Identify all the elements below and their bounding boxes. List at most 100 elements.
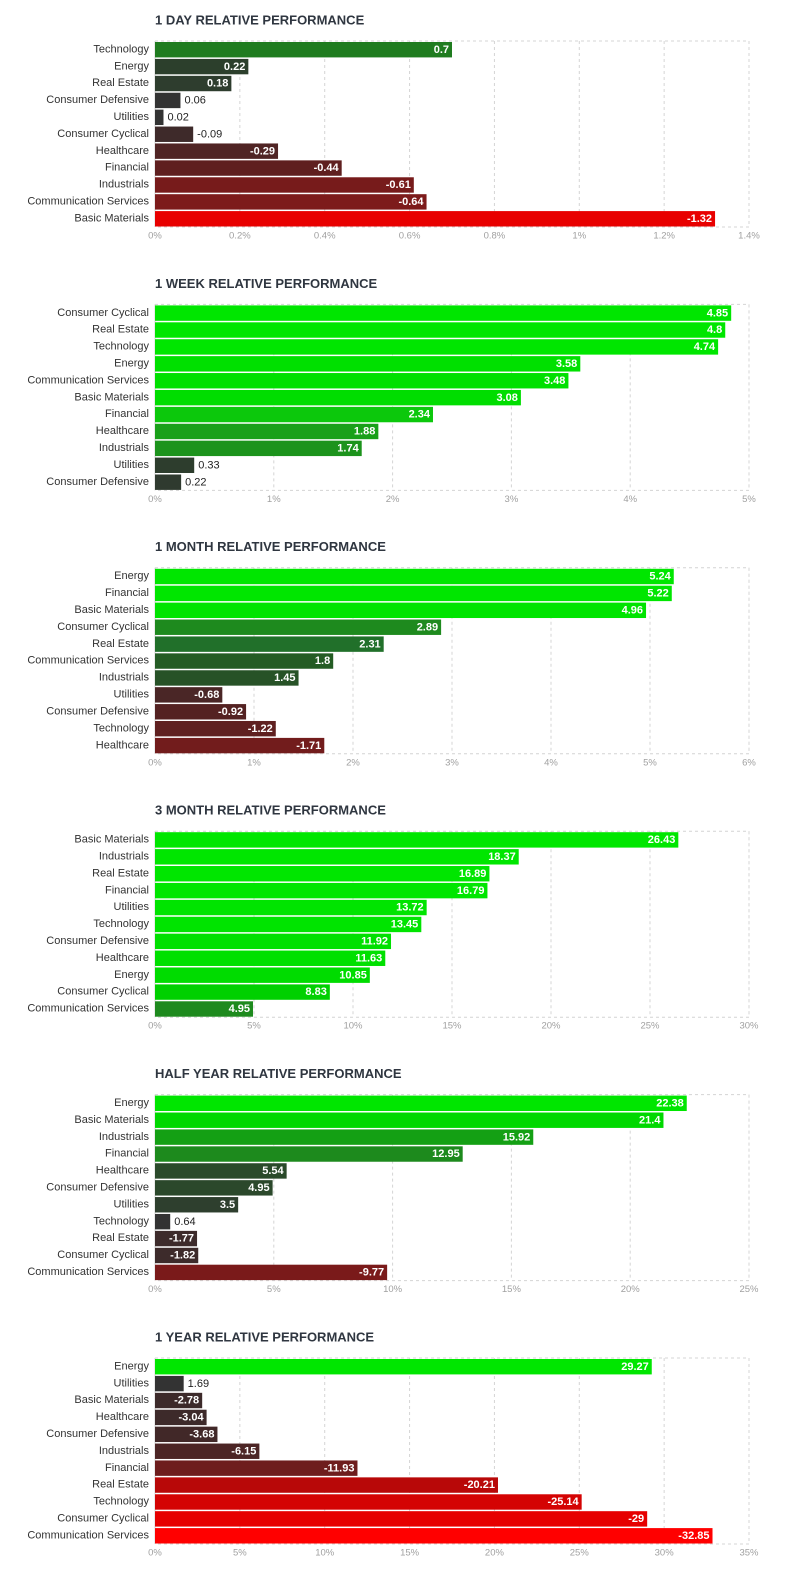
category-label: Financial [105, 408, 149, 420]
value-label: -3.04 [179, 1412, 205, 1424]
x-tick-label: 10% [343, 1021, 363, 1032]
value-label: -0.61 [386, 179, 411, 191]
category-label: Energy [114, 570, 149, 582]
category-label: Communication Services [27, 1003, 149, 1015]
value-label: -0.09 [197, 128, 222, 140]
x-tick-label: 30% [739, 1021, 759, 1032]
x-tick-label: 35% [739, 1548, 759, 1559]
category-label: Utilities [114, 689, 150, 701]
x-tick-label: 0% [148, 1284, 162, 1295]
category-label: Basic Materials [74, 1394, 149, 1406]
bar [155, 687, 223, 703]
value-label: 22.38 [656, 1097, 684, 1109]
bar [155, 984, 330, 1000]
x-tick-label: 30% [655, 1548, 675, 1559]
x-tick-label: 25% [640, 1021, 660, 1032]
category-label: Consumer Defensive [46, 1182, 149, 1194]
category-label: Basic Materials [74, 1114, 149, 1126]
category-label: Communication Services [27, 655, 149, 667]
category-label: Financial [105, 1148, 149, 1160]
bar [155, 1443, 260, 1459]
value-label: 5.24 [649, 571, 671, 583]
bar [155, 406, 433, 423]
bar [155, 126, 194, 142]
bar [155, 866, 490, 882]
x-tick-label: 0% [148, 757, 162, 768]
category-label: Technology [93, 341, 149, 353]
category-label: Technology [93, 1215, 149, 1227]
x-tick-label: 5% [267, 1284, 281, 1295]
category-label: Industrials [99, 1445, 150, 1457]
category-label: Utilities [114, 111, 150, 123]
value-label: 1.69 [188, 1378, 209, 1390]
value-label: 11.92 [361, 936, 388, 948]
category-label: Financial [105, 884, 149, 896]
value-label: 1.74 [337, 443, 359, 455]
category-label: Consumer Defensive [46, 705, 149, 717]
category-label: Healthcare [96, 739, 149, 751]
value-label: -0.44 [314, 162, 340, 174]
bar [155, 305, 732, 321]
value-label: -29 [628, 1513, 644, 1525]
value-label: 18.37 [488, 851, 516, 863]
category-label: Healthcare [96, 1165, 149, 1177]
value-label: 0.18 [207, 78, 228, 90]
bar [155, 1477, 498, 1493]
x-tick-label: 5% [247, 1021, 261, 1032]
bar [155, 602, 647, 619]
category-label: Technology [93, 918, 149, 930]
category-label: Utilities [114, 1198, 150, 1210]
bar [155, 585, 672, 602]
bar [155, 720, 276, 737]
chart-title: 1 WEEK RELATIVE PERFORMANCE [155, 276, 378, 291]
chart-title: HALF YEAR RELATIVE PERFORMANCE [155, 1066, 402, 1081]
value-label: 16.89 [459, 868, 487, 880]
bar [155, 177, 414, 193]
category-label: Consumer Cyclical [57, 307, 149, 319]
x-tick-label: 15% [400, 1548, 420, 1559]
bar [155, 1247, 199, 1264]
bar [155, 1426, 218, 1443]
bar [155, 967, 370, 983]
category-label: Energy [114, 1097, 149, 1109]
category-label: Industrials [99, 1131, 150, 1143]
chart-title: 3 MONTH RELATIVE PERFORMANCE [155, 803, 386, 818]
category-label: Healthcare [96, 952, 149, 964]
value-label: 0.22 [185, 476, 206, 488]
category-label: Energy [114, 969, 149, 981]
value-label: 5.22 [647, 588, 668, 600]
x-tick-label: 0.4% [314, 231, 336, 242]
x-tick-label: 0% [148, 231, 162, 242]
value-label: 15.92 [503, 1131, 531, 1143]
x-tick-label: 15% [502, 1284, 522, 1295]
value-label: 12.95 [432, 1148, 460, 1160]
bar [155, 160, 342, 176]
bar [155, 933, 392, 950]
value-label: -0.92 [218, 706, 243, 718]
value-label: 10.85 [339, 969, 367, 981]
value-label: 3.58 [556, 358, 577, 370]
value-label: 29.27 [621, 1361, 649, 1373]
bar [155, 704, 247, 720]
category-label: Real Estate [92, 638, 149, 650]
value-label: 3.08 [496, 392, 517, 404]
x-tick-label: 25% [739, 1284, 759, 1295]
bar [155, 1180, 273, 1196]
value-label: 1.8 [315, 655, 330, 667]
bar [155, 440, 362, 457]
x-tick-label: 1% [572, 231, 586, 242]
value-label: 0.64 [174, 1216, 195, 1228]
category-label: Financial [105, 162, 149, 174]
bar [155, 75, 232, 92]
value-label: -25.14 [547, 1496, 579, 1508]
x-tick-label: 10% [383, 1284, 403, 1295]
category-label: Healthcare [96, 1411, 149, 1423]
bar [155, 653, 334, 669]
bar [155, 92, 181, 109]
bar [155, 1409, 207, 1426]
category-label: Consumer Cyclical [57, 986, 149, 998]
bar [155, 1112, 664, 1128]
value-label: 3.5 [220, 1199, 235, 1211]
bar [155, 882, 488, 899]
category-label: Consumer Defensive [46, 935, 149, 947]
